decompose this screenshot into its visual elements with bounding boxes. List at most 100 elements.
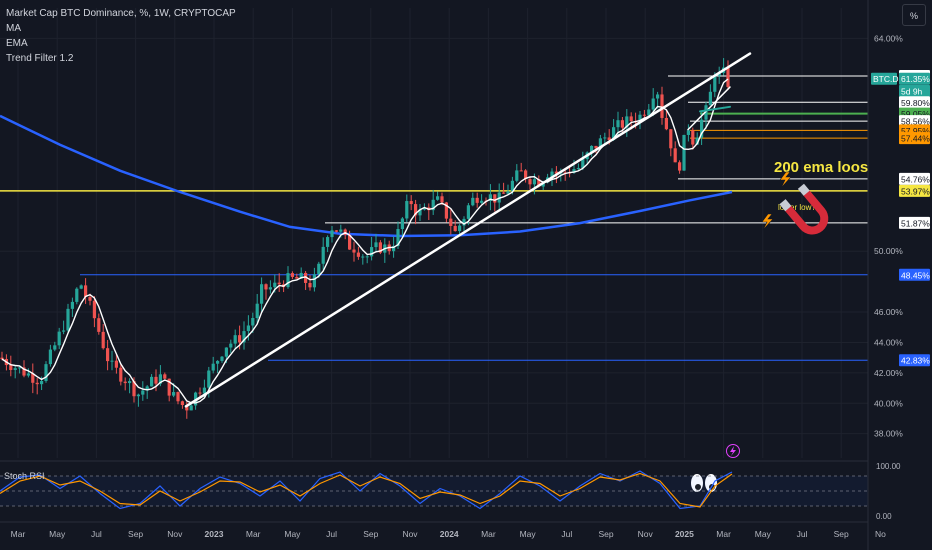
candle-body	[422, 207, 426, 210]
price-axis[interactable]: 64.00% 50.00% 46.00% 44.00% 42.00% 40.00% 38.0…	[867, 0, 932, 550]
candle-body	[607, 137, 611, 141]
magnet-icon	[779, 183, 829, 235]
price-label-badge	[899, 84, 930, 97]
time-tick-label: Jul	[561, 529, 572, 539]
candle-body	[462, 218, 466, 226]
price-tick-label: 64.00%	[874, 33, 903, 43]
candle-body	[246, 325, 250, 332]
trend-lines	[184, 52, 752, 408]
time-tick-label: Mar	[481, 529, 496, 539]
candle-body	[264, 284, 268, 290]
candle-body	[312, 274, 316, 288]
candle-body	[537, 179, 541, 187]
price-label-text: 51.87%	[901, 218, 930, 228]
candle-body	[458, 225, 462, 232]
candle-body	[163, 374, 167, 379]
candle-body	[647, 109, 651, 116]
flash-icon[interactable]	[726, 444, 740, 458]
candle-body	[242, 331, 246, 343]
indicator-ma[interactable]: MA	[6, 23, 21, 34]
candle-body	[638, 114, 642, 123]
price-label-badge	[899, 184, 930, 197]
time-tick-label: Jul	[326, 529, 337, 539]
symbol-title[interactable]: Market Cap BTC Dominance, %, 1W, CRYPTOC…	[6, 8, 236, 19]
candle-body	[22, 367, 26, 376]
candle-body	[101, 331, 105, 349]
chart-legend: Market Cap BTC Dominance, %, 1W, CRYPTOC…	[6, 6, 236, 66]
candle-body	[308, 282, 312, 288]
candle-body	[92, 300, 96, 319]
candle-body	[79, 285, 83, 289]
candle-body	[493, 194, 497, 203]
candle-body	[409, 201, 413, 205]
candle-body	[255, 303, 259, 318]
candle-body	[26, 373, 30, 376]
time-axis[interactable]: Mar May Jul Sep Nov 2023 Mar May Jul Sep Nov 2024 Ma…	[0, 521, 886, 539]
candle-body	[114, 360, 118, 368]
candle-body	[268, 287, 272, 290]
candle-body	[400, 218, 404, 230]
candle-body	[502, 192, 506, 194]
time-tick-label: Sep	[834, 529, 849, 539]
indicator-ema[interactable]: EMA	[6, 38, 28, 49]
horizontal-lines	[0, 75, 868, 361]
indicator-trend-filter[interactable]: Trend Filter 1.2	[6, 53, 74, 64]
candle-body	[136, 394, 140, 397]
time-tick-label: Nov	[638, 529, 654, 539]
candle-body	[339, 229, 343, 232]
candle-body	[581, 159, 585, 168]
candle-body	[673, 148, 677, 163]
candle-body	[330, 230, 334, 238]
time-tick-label: Jul	[797, 529, 808, 539]
ema-200-line	[0, 114, 733, 238]
candle-body	[510, 180, 514, 192]
price-label-text: 58.56%	[901, 117, 930, 127]
candle-body	[233, 335, 237, 344]
time-tick-label: Sep	[128, 529, 143, 539]
price-label-badge	[899, 216, 930, 229]
candle-body	[664, 117, 668, 130]
candle-body	[295, 276, 299, 279]
candle-body	[172, 392, 176, 396]
time-tick-label: Nov	[402, 529, 418, 539]
candle-body	[695, 137, 699, 145]
candle-body	[519, 170, 523, 172]
candle-body	[321, 246, 325, 264]
candle-body	[207, 370, 211, 388]
candle-body	[88, 297, 92, 301]
candle-body	[678, 162, 682, 171]
candle-body	[189, 405, 193, 411]
candle-body	[106, 348, 110, 362]
price-label-text: 5d 9h	[901, 86, 923, 96]
price-label-text: 42.83%	[901, 356, 930, 366]
candle-body	[356, 252, 360, 257]
candle-body	[260, 284, 264, 304]
candle-body	[66, 308, 70, 331]
candle-body	[453, 225, 457, 232]
candle-body	[185, 405, 189, 411]
price-label-badge	[871, 72, 897, 85]
stoch-d-line	[0, 472, 733, 508]
candle-body	[594, 145, 598, 149]
percent-scale-button[interactable]: %	[902, 4, 926, 26]
candle-body	[48, 349, 52, 365]
candle-body	[616, 120, 620, 128]
candle-body	[75, 288, 79, 302]
candle-body	[590, 145, 594, 153]
time-tick-label: Sep	[363, 529, 378, 539]
candle-body	[436, 196, 440, 200]
candle-body	[110, 360, 114, 362]
candle-body	[480, 200, 484, 203]
candle-body	[216, 360, 220, 364]
candle-body	[532, 179, 536, 185]
candle-body	[392, 246, 396, 252]
candle-body	[9, 365, 13, 370]
price-tick-label: 42.00%	[874, 368, 903, 378]
trend-line	[184, 52, 752, 408]
stoch-rsi-label: Stoch RSI	[4, 471, 45, 481]
price-label-text: 57.95%	[901, 126, 930, 136]
candle-body	[444, 202, 448, 219]
candle-body	[572, 169, 576, 173]
candle-body	[708, 91, 712, 106]
